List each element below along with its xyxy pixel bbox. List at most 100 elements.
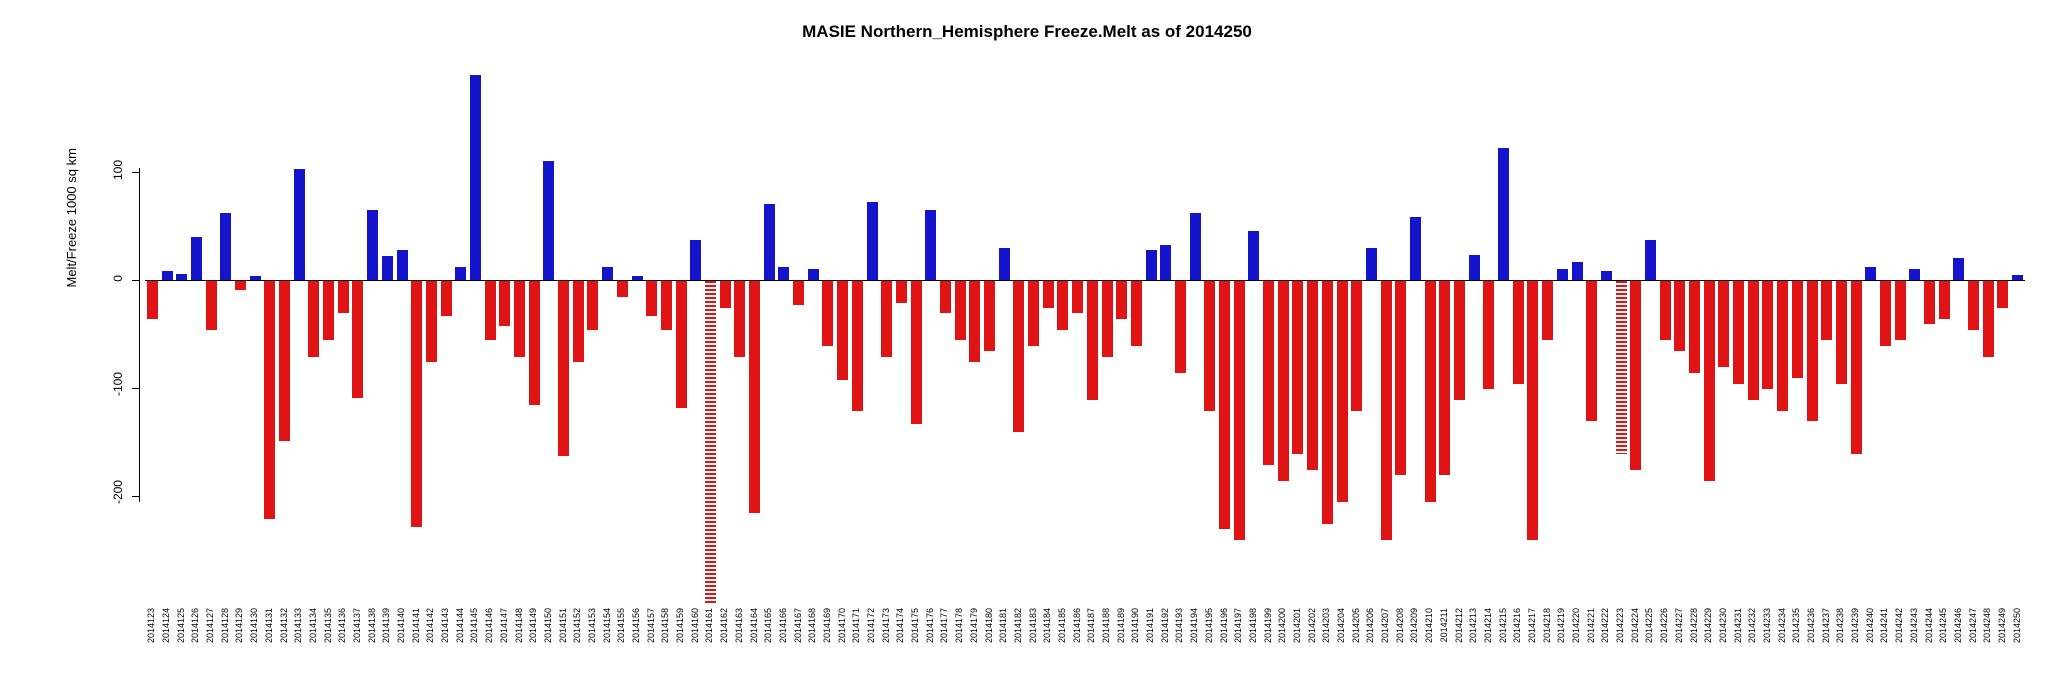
x-tick-label: 2014194 xyxy=(1189,608,1200,644)
x-tick-label: 2014244 xyxy=(1923,608,1934,644)
bar xyxy=(528,281,540,406)
bar xyxy=(1263,281,1275,465)
bar xyxy=(719,281,731,308)
bar xyxy=(1542,281,1554,341)
x-tick-label: 2014211 xyxy=(1438,608,1449,643)
x-tick-label: 2014186 xyxy=(1071,608,1082,644)
bar xyxy=(264,281,276,519)
x-tick-label: 2014229 xyxy=(1703,608,1714,644)
x-tick-label: 2014217 xyxy=(1526,608,1537,644)
x-tick-label: 2014182 xyxy=(1012,608,1023,644)
bar xyxy=(1806,281,1818,422)
x-tick-label: 2014129 xyxy=(234,608,245,644)
bar xyxy=(1189,213,1201,280)
x-tick-label: 2014190 xyxy=(1130,608,1141,644)
x-tick-label: 2014161 xyxy=(704,608,715,644)
x-tick-label: 2014226 xyxy=(1659,608,1670,644)
x-tick-label: 2014233 xyxy=(1761,608,1772,644)
bar xyxy=(161,271,173,280)
x-tick-label: 2014136 xyxy=(337,608,348,644)
x-tick-label: 2014181 xyxy=(998,608,1009,644)
bar xyxy=(1718,281,1730,368)
x-tick-label: 2014249 xyxy=(1996,608,2007,644)
bar xyxy=(1865,267,1877,280)
bar xyxy=(323,281,335,341)
bar xyxy=(1424,281,1436,503)
x-tick-label: 2014245 xyxy=(1938,608,1949,644)
bar xyxy=(469,74,481,280)
y-tick-label: 0 xyxy=(111,274,125,282)
y-tick-mark xyxy=(132,172,139,173)
bar xyxy=(1101,281,1113,357)
x-tick-label: 2014157 xyxy=(645,608,656,644)
bar xyxy=(514,281,526,357)
x-tick-label: 2014142 xyxy=(425,608,436,644)
bar xyxy=(1791,281,1803,379)
bar xyxy=(2012,274,2024,280)
x-tick-label: 2014234 xyxy=(1776,608,1787,644)
x-tick-label: 2014162 xyxy=(719,608,730,644)
x-tick-label: 2014171 xyxy=(851,608,862,644)
x-tick-label: 2014138 xyxy=(366,608,377,644)
x-tick-label: 2014165 xyxy=(763,608,774,644)
bar xyxy=(1116,281,1128,319)
zero-baseline xyxy=(145,280,2025,281)
x-tick-label: 2014227 xyxy=(1673,608,1684,644)
x-tick-label: 2014203 xyxy=(1321,608,1332,644)
x-tick-label: 2014208 xyxy=(1394,608,1405,644)
bar xyxy=(1556,269,1568,280)
x-tick-label: 2014168 xyxy=(807,608,818,644)
bar xyxy=(1307,281,1319,470)
x-tick-label: 2014215 xyxy=(1497,608,1508,644)
x-tick-label: 2014166 xyxy=(777,608,788,644)
x-tick-label: 2014154 xyxy=(601,608,612,644)
x-tick-label: 2014164 xyxy=(748,608,759,644)
bar xyxy=(176,273,188,280)
bar xyxy=(1659,281,1671,341)
x-tick-label: 2014173 xyxy=(880,608,891,644)
bar xyxy=(1086,281,1098,400)
y-axis-line xyxy=(139,168,140,502)
x-tick-label: 2014202 xyxy=(1306,608,1317,644)
bar xyxy=(998,247,1010,280)
bar xyxy=(367,209,379,280)
bar xyxy=(660,281,672,330)
x-tick-label: 2014222 xyxy=(1600,608,1611,644)
bar xyxy=(1982,281,1994,357)
bar xyxy=(425,281,437,362)
x-tick-label: 2014184 xyxy=(1042,608,1053,644)
bar xyxy=(866,202,878,280)
bar xyxy=(396,249,408,280)
x-tick-label: 2014221 xyxy=(1585,608,1596,644)
bar xyxy=(1953,258,1965,280)
x-tick-label: 2014130 xyxy=(249,608,260,644)
x-tick-label: 2014209 xyxy=(1409,608,1420,644)
y-tick-mark xyxy=(132,280,139,281)
bar xyxy=(1277,281,1289,481)
x-tick-label: 2014149 xyxy=(528,608,539,644)
bar xyxy=(1968,281,1980,330)
x-tick-label: 2014143 xyxy=(440,608,451,644)
bar xyxy=(1130,281,1142,346)
x-tick-label: 2014246 xyxy=(1952,608,1963,644)
x-tick-label: 2014147 xyxy=(498,608,509,644)
bar xyxy=(1248,231,1260,280)
x-tick-label: 2014172 xyxy=(866,608,877,644)
bar xyxy=(337,281,349,314)
bar xyxy=(440,281,452,316)
bar xyxy=(1997,281,2009,308)
bar xyxy=(1336,281,1348,503)
bar xyxy=(543,161,555,280)
x-tick-label: 2014195 xyxy=(1203,608,1214,644)
bar xyxy=(954,281,966,341)
x-tick-label: 2014214 xyxy=(1482,608,1493,644)
bar xyxy=(925,209,937,280)
x-tick-label: 2014148 xyxy=(513,608,524,644)
x-tick-label: 2014125 xyxy=(175,608,186,644)
x-tick-label: 2014220 xyxy=(1571,608,1582,644)
x-tick-label: 2014132 xyxy=(278,608,289,644)
bar xyxy=(1174,281,1186,373)
x-tick-label: 2014224 xyxy=(1629,608,1640,644)
bar xyxy=(690,240,702,280)
bar xyxy=(778,267,790,280)
